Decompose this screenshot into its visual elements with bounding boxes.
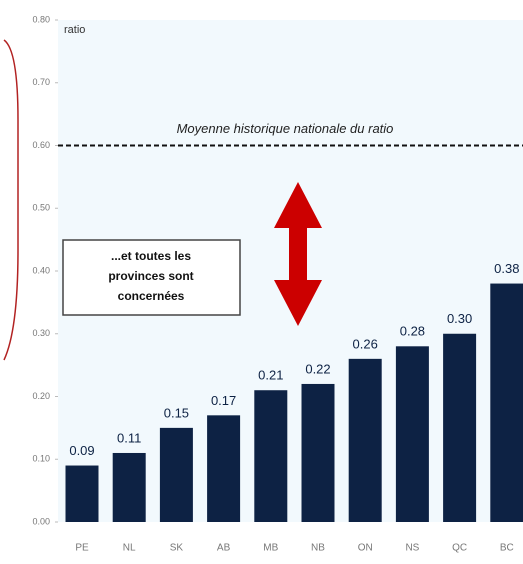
bar xyxy=(395,346,429,522)
bracket xyxy=(3,39,19,361)
annotation-text: concernées xyxy=(118,289,185,303)
y-tick-label: 0.30 xyxy=(32,328,50,338)
annotation-box xyxy=(62,239,241,316)
bar xyxy=(112,452,146,522)
y-tick-label: 0.50 xyxy=(32,203,50,213)
x-tick-label: MB xyxy=(263,543,278,554)
x-tick-label: NL xyxy=(123,543,136,554)
y-tick-label: 0.20 xyxy=(32,391,50,401)
bar xyxy=(207,415,241,522)
value-label: 0.22 xyxy=(305,361,330,376)
value-label: 0.26 xyxy=(353,336,378,351)
x-tick-label: ON xyxy=(358,543,373,554)
x-tick-label: NB xyxy=(311,543,325,554)
value-label: 0.21 xyxy=(258,368,283,383)
bar xyxy=(301,383,335,522)
value-label: 0.09 xyxy=(69,443,94,458)
x-tick-label: BC xyxy=(500,543,514,554)
annotation-text: ...et toutes les xyxy=(111,249,191,263)
bar xyxy=(254,390,288,522)
y-axis-label: ratio xyxy=(64,24,85,36)
bar xyxy=(65,465,99,522)
bar xyxy=(348,358,382,522)
value-label: 0.30 xyxy=(447,311,472,326)
x-tick-label: AB xyxy=(217,543,231,554)
x-tick-label: PE xyxy=(75,543,89,554)
value-label: 0.28 xyxy=(400,324,425,339)
reference-label: Moyenne historique nationale du ratio xyxy=(177,121,394,136)
annotation-text: provinces sont xyxy=(108,269,193,283)
x-tick-label: QC xyxy=(452,543,467,554)
x-tick-label: NS xyxy=(405,543,419,554)
y-tick-label: 0.10 xyxy=(32,454,50,464)
value-label: 0.11 xyxy=(117,430,141,445)
bar xyxy=(490,283,523,522)
double-arrow xyxy=(274,182,322,326)
value-label: 0.15 xyxy=(164,405,189,420)
value-label: 0.38 xyxy=(494,261,519,276)
y-tick-label: 0.80 xyxy=(32,14,50,24)
bar xyxy=(443,333,477,522)
y-tick-label: 0.60 xyxy=(32,140,50,150)
bar xyxy=(159,427,193,522)
y-tick-label: 0.40 xyxy=(32,265,50,275)
value-label: 0.17 xyxy=(211,393,236,408)
x-tick-label: SK xyxy=(170,543,184,554)
y-tick-label: 0.70 xyxy=(32,77,50,87)
y-tick-label: 0.00 xyxy=(32,516,50,526)
